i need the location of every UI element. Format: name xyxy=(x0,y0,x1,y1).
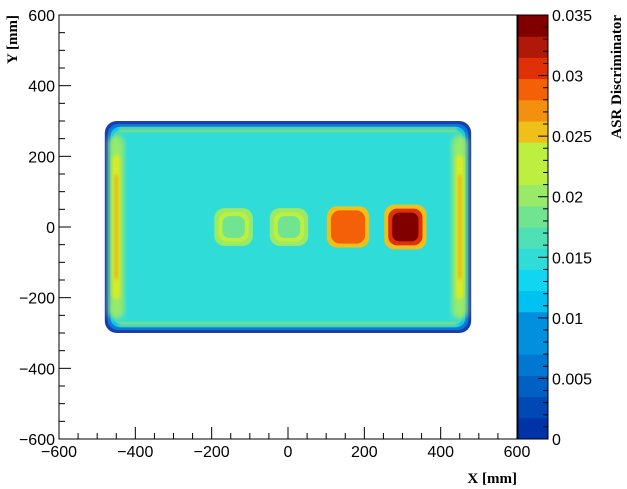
color-bar xyxy=(517,14,549,440)
heat-region-edge-band xyxy=(108,135,124,319)
x-tick-label: 600 xyxy=(504,444,531,461)
z-axis-title: ASR Discriminator xyxy=(609,15,625,139)
color-bar-segment xyxy=(518,333,548,355)
color-bar-segment xyxy=(518,163,548,186)
x-tick-label: 200 xyxy=(351,444,378,461)
color-bar-segment xyxy=(518,375,548,398)
heat-region-square xyxy=(214,208,253,246)
color-bar-segment xyxy=(518,121,548,143)
square-core xyxy=(222,216,245,238)
color-bar-segment xyxy=(518,311,548,334)
x-tick-label: −200 xyxy=(194,444,230,461)
color-bar-segment xyxy=(518,248,548,270)
square-core xyxy=(277,216,301,238)
heat-region-square xyxy=(326,206,370,248)
heat-region-square xyxy=(384,204,427,250)
color-bar-segment xyxy=(518,99,548,122)
heatmap-layer xyxy=(104,121,472,333)
x-tick-label: 400 xyxy=(427,444,454,461)
heat-region-square xyxy=(269,208,309,246)
color-bar-segment xyxy=(518,396,548,419)
y-tick-label: −200 xyxy=(19,291,55,308)
edge-band-core xyxy=(114,175,119,279)
color-bar-frame xyxy=(517,14,549,440)
square-core xyxy=(334,214,362,240)
y-tick-label: 200 xyxy=(28,149,55,166)
y-tick-label: 400 xyxy=(28,79,55,96)
z-tick-label: 0.015 xyxy=(552,250,592,267)
color-bar-segment xyxy=(518,36,548,58)
z-tick-label: 0.01 xyxy=(552,311,583,328)
panel-edge-glow xyxy=(118,127,458,132)
z-tick-label: 0 xyxy=(552,432,561,449)
x-tick-label: 0 xyxy=(284,444,293,461)
panel-edge-glow xyxy=(118,322,458,327)
z-tick-label: 0.035 xyxy=(552,8,592,25)
y-tick-label: −600 xyxy=(19,432,55,449)
x-axis: −600 −400 −200 0 200 400 600 xyxy=(41,427,530,461)
x-tick-label: −600 xyxy=(41,444,77,461)
z-axis: 0 0.005 0.01 0.015 0.02 0.025 0.03 0.035 xyxy=(538,8,592,449)
edge-band-core xyxy=(457,175,462,279)
y-axis-title: Y [mm] xyxy=(5,15,21,64)
z-tick-label: 0.005 xyxy=(552,371,592,388)
y-axis: −600 −400 −200 0 200 400 600 xyxy=(19,8,71,449)
x-tick-label: −400 xyxy=(117,444,153,461)
color-bar-segment xyxy=(518,290,548,313)
color-bar-segment xyxy=(518,205,548,228)
color-bar-segment xyxy=(518,78,548,101)
x-axis-title: X [mm] xyxy=(467,471,517,487)
square-core xyxy=(392,212,419,242)
y-tick-label: 0 xyxy=(46,220,55,237)
heat-region-edge-band xyxy=(452,135,468,319)
color-bar-segment xyxy=(518,142,548,164)
color-bar-segment xyxy=(518,227,548,249)
color-bar-segment xyxy=(518,417,548,440)
color-bar-segment xyxy=(518,269,548,292)
z-tick-label: 0.02 xyxy=(552,190,583,207)
y-tick-label: −400 xyxy=(19,361,55,378)
color-bar-segment xyxy=(518,184,548,207)
y-tick-label: 600 xyxy=(28,8,55,25)
color-bar-segment xyxy=(518,354,548,376)
color-bar-segment xyxy=(518,15,548,37)
z-tick-label: 0.025 xyxy=(552,129,592,146)
color-bar-segment xyxy=(518,57,548,80)
z-tick-label: 0.03 xyxy=(552,69,583,86)
